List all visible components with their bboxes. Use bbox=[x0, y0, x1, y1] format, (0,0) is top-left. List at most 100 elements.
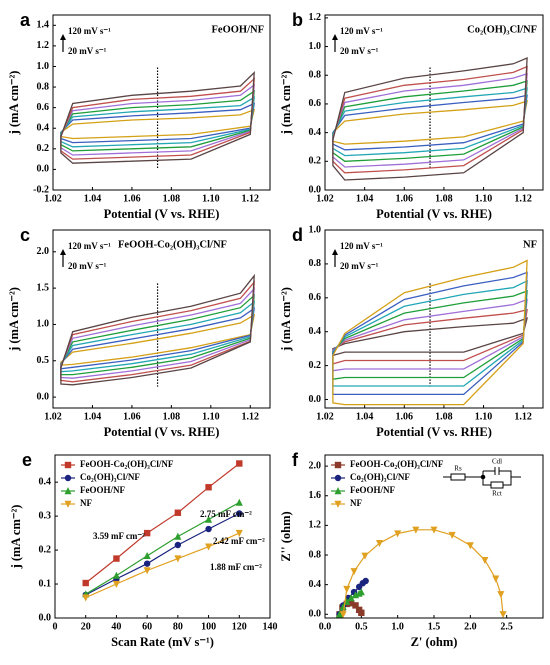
marker bbox=[466, 542, 474, 550]
marker bbox=[64, 487, 72, 495]
y-tick-label: 1.6 bbox=[309, 490, 322, 501]
marker bbox=[497, 591, 505, 599]
x-tick-label: 1.06 bbox=[123, 411, 141, 422]
x-tick-label: 1.10 bbox=[202, 411, 220, 422]
y-tick-label: 0.0 bbox=[37, 164, 50, 175]
y-tick-label: 0.4 bbox=[309, 579, 322, 590]
x-tick-label: 1.02 bbox=[316, 411, 334, 422]
marker bbox=[174, 541, 182, 549]
marker bbox=[235, 529, 243, 537]
x-tick-label: 1.08 bbox=[163, 411, 181, 422]
scan-low-label: 20 mV s⁻¹ bbox=[340, 46, 379, 56]
x-tick-label: 1.04 bbox=[356, 411, 374, 422]
sample-label: Co₂(OH)₃Cl/NF bbox=[467, 24, 537, 35]
panel-label: d bbox=[292, 225, 303, 245]
marker bbox=[64, 474, 72, 482]
x-tick-label: 1.06 bbox=[396, 411, 414, 422]
x-tick-label: 60 bbox=[142, 621, 152, 632]
legend-label: NF bbox=[350, 498, 362, 508]
marker bbox=[347, 599, 355, 607]
y-tick-label: 0.8 bbox=[309, 549, 322, 560]
y-tick-label: 0.4 bbox=[39, 476, 52, 487]
x-tick-label: 0.5 bbox=[355, 621, 368, 632]
marker bbox=[339, 603, 347, 611]
resistor bbox=[490, 481, 504, 489]
marker bbox=[113, 555, 120, 562]
x-tick-label: 120 bbox=[232, 621, 247, 632]
series-line bbox=[85, 532, 240, 599]
y-tick-label: 1.0 bbox=[309, 224, 322, 235]
marker bbox=[205, 543, 213, 551]
marker bbox=[430, 526, 438, 534]
y-tick-label: 0.6 bbox=[309, 98, 322, 109]
marker bbox=[339, 611, 347, 619]
marker bbox=[205, 525, 212, 533]
y-tick-label: 1.0 bbox=[37, 319, 50, 330]
series-line bbox=[85, 463, 240, 584]
x-tick-label: 1.06 bbox=[123, 193, 141, 204]
y-tick-label: 1.0 bbox=[37, 61, 50, 72]
marker bbox=[492, 575, 500, 583]
marker bbox=[499, 611, 507, 619]
scan-low-label: 20 mV s⁻¹ bbox=[68, 261, 107, 271]
axes-frame bbox=[52, 14, 271, 191]
y-tick-label: 0.1 bbox=[39, 578, 52, 589]
marker bbox=[82, 594, 90, 602]
circuit-label: Cdl bbox=[492, 458, 502, 466]
x-axis-label: Scan Rate (mV s⁻¹) bbox=[111, 635, 214, 649]
axes-frame bbox=[52, 229, 271, 409]
y-tick-label: 0.4 bbox=[37, 123, 50, 134]
y-tick-label: 1.2 bbox=[309, 520, 322, 531]
marker bbox=[205, 484, 212, 491]
scan-high-label: 120 mV s⁻¹ bbox=[68, 241, 111, 251]
slope-label: 2.42 mF cm⁻² bbox=[213, 536, 265, 546]
x-tick-label: 1.10 bbox=[475, 411, 493, 422]
marker bbox=[394, 530, 402, 538]
panel-label: e bbox=[22, 450, 32, 470]
marker bbox=[412, 526, 420, 534]
y-tick-label: 0.0 bbox=[37, 391, 50, 402]
legend-label: FeOOH-Co₂(OH)₃Cl/NF bbox=[350, 459, 444, 469]
y-tick-label: 0.6 bbox=[37, 102, 50, 113]
y-axis-label: j (mA cm⁻²) bbox=[7, 287, 21, 352]
capacitor bbox=[494, 467, 500, 475]
sample-label: FeOOH-Co₂(OH)₃Cl/NF bbox=[118, 239, 227, 250]
slope-label: 3.59 mF cm⁻² bbox=[93, 531, 145, 541]
y-tick-label: 1.2 bbox=[309, 12, 322, 23]
y-axis-label: j (mA cm⁻²) bbox=[7, 71, 21, 136]
marker bbox=[143, 552, 151, 560]
x-tick-label: 1.10 bbox=[202, 193, 220, 204]
x-tick-label: 140 bbox=[263, 621, 278, 632]
y-tick-label: 0.0 bbox=[39, 612, 52, 623]
x-tick-label: 1.08 bbox=[435, 411, 453, 422]
y-tick-label: 0.8 bbox=[37, 81, 50, 92]
marker bbox=[64, 500, 72, 508]
marker bbox=[143, 560, 151, 567]
x-tick-label: 0.0 bbox=[319, 621, 332, 632]
arrow-head bbox=[332, 34, 338, 40]
marker bbox=[235, 498, 243, 506]
y-tick-label: 2.0 bbox=[309, 460, 322, 471]
y-axis-label: j (mA cm⁻²) bbox=[9, 505, 23, 570]
marker bbox=[481, 557, 489, 565]
y-tick-label: 1.5 bbox=[37, 282, 50, 293]
marker bbox=[205, 515, 213, 523]
y-axis-label: j (mA cm⁻²) bbox=[279, 71, 293, 136]
scan-high-label: 120 mV s⁻¹ bbox=[68, 26, 111, 36]
marker bbox=[448, 531, 456, 539]
cv-loop bbox=[332, 56, 528, 181]
x-axis-label: Potential (V vs. RHE) bbox=[104, 425, 220, 439]
y-tick-label: 0.2 bbox=[39, 544, 52, 555]
cv-loop bbox=[60, 273, 255, 386]
marker bbox=[334, 461, 342, 469]
x-axis-label: Potential (V vs. RHE) bbox=[104, 207, 220, 221]
circuit-label: Rct bbox=[492, 490, 502, 498]
sample-label: FeOOH/NF bbox=[212, 24, 265, 35]
arrow-head bbox=[332, 249, 338, 255]
marker bbox=[64, 461, 72, 469]
x-axis-label: Potential (V vs. RHE) bbox=[376, 207, 492, 221]
marker bbox=[82, 579, 89, 587]
x-tick-label: 1.04 bbox=[84, 411, 102, 422]
marker bbox=[350, 568, 358, 576]
